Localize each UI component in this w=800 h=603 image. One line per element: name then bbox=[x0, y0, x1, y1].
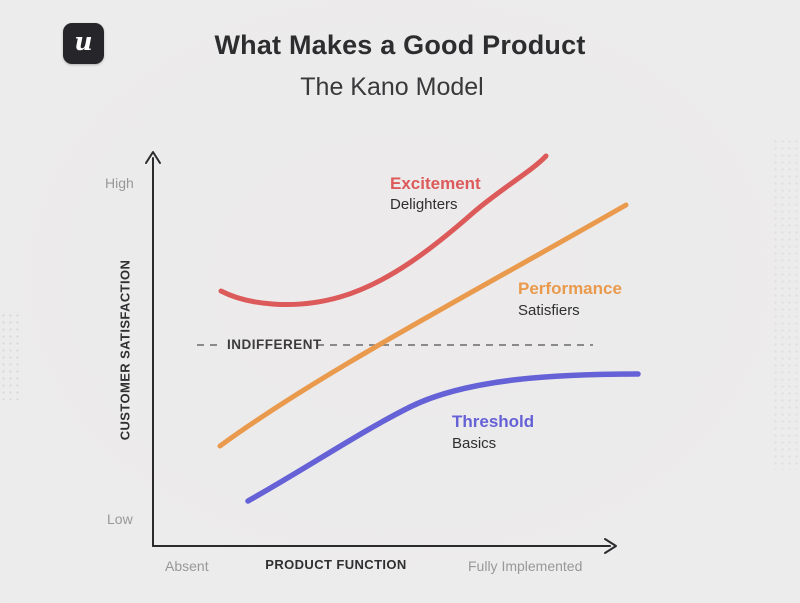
x-axis-tick-absent: Absent bbox=[165, 558, 209, 574]
y-axis-title: CUSTOMER SATISFACTION bbox=[117, 259, 133, 441]
page-subtitle: The Kano Model bbox=[300, 73, 484, 101]
y-axis-tick-low: Low bbox=[107, 511, 133, 527]
performance-sublabel: Satisfiers bbox=[518, 302, 580, 319]
x-axis-tick-fully-implemented: Fully Implemented bbox=[468, 558, 583, 574]
page-title: What Makes a Good Product bbox=[214, 30, 586, 60]
performance-curve bbox=[217, 202, 629, 449]
excitement-sublabel: Delighters bbox=[390, 196, 458, 213]
indifferent-label: INDIFFERENT bbox=[227, 337, 322, 352]
axes bbox=[145, 151, 617, 554]
threshold-sublabel: Basics bbox=[452, 435, 497, 452]
x-axis-title: PRODUCT FUNCTION bbox=[265, 557, 407, 572]
threshold-label: Threshold bbox=[452, 412, 535, 431]
y-axis-arrowhead bbox=[145, 151, 161, 164]
excitement-label: Excitement bbox=[390, 174, 481, 193]
y-axis-tick-high: High bbox=[105, 175, 134, 191]
excitement-curve bbox=[218, 153, 549, 308]
brand-logo: u bbox=[63, 23, 104, 64]
threshold-curve bbox=[245, 371, 641, 504]
brand-logo-glyph: u bbox=[74, 27, 93, 56]
performance-label: Performance bbox=[518, 279, 622, 298]
x-axis-arrowhead bbox=[604, 538, 617, 554]
